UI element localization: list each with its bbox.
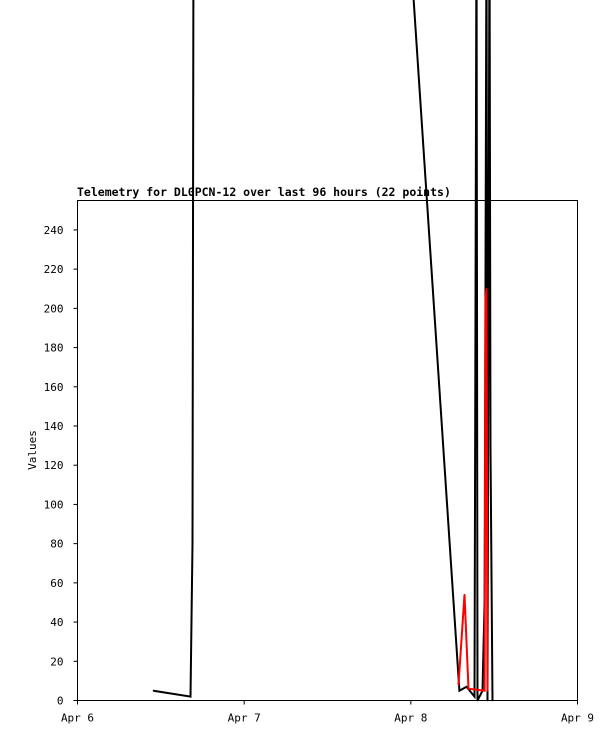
y-tick-label: 80 (50, 538, 63, 551)
y-tick-label: 240 (44, 224, 64, 237)
data-point (483, 689, 486, 692)
x-tick-label: Apr 7 (228, 712, 261, 725)
data-point (467, 687, 470, 690)
y-tick-label: 40 (50, 616, 63, 629)
y-tick-label: 20 (50, 655, 63, 668)
data-point (191, 542, 194, 545)
y-axis-label: Values (26, 430, 39, 470)
y-tick-label: 220 (44, 263, 64, 276)
data-point (485, 287, 488, 290)
y-tick-label: 180 (44, 342, 64, 355)
plot-frame (77, 200, 578, 701)
data-point (152, 689, 155, 692)
data-point (189, 695, 192, 698)
y-tick-label: 140 (44, 420, 64, 433)
x-tick-label: Apr 9 (561, 712, 594, 725)
chart-title: Telemetry for DL0PCN-12 over last 96 hou… (77, 185, 451, 199)
x-tick-label: Apr 8 (394, 712, 427, 725)
data-point (486, 689, 489, 692)
x-axis: Apr 6 Apr 7 Apr 8 Apr 9 (61, 700, 594, 725)
y-tick-label: 120 (44, 459, 64, 472)
series-lines (152, 0, 494, 702)
y-tick-label: 200 (44, 302, 64, 315)
data-point (484, 297, 487, 300)
data-point (463, 593, 466, 596)
y-axis: 0 20 40 60 80 100 120 140 160 180 200 220 240 (44, 224, 78, 708)
y-tick-label: 100 (44, 498, 64, 511)
data-point (491, 699, 494, 702)
data-point (465, 685, 468, 688)
data-point (476, 699, 479, 702)
y-tick-label: 0 (57, 695, 64, 708)
y-tick-label: 60 (50, 577, 63, 590)
data-point (458, 689, 461, 692)
data-point (473, 695, 476, 698)
series-line-0 (153, 0, 494, 701)
data-point (486, 699, 489, 702)
data-point (457, 684, 460, 686)
y-tick-label: 160 (44, 381, 64, 394)
x-tick-label: Apr 6 (61, 712, 94, 725)
data-point (489, 448, 492, 451)
